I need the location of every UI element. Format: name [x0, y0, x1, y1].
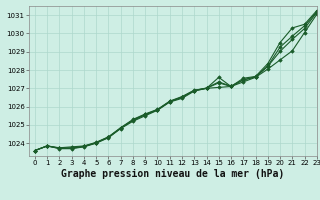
X-axis label: Graphe pression niveau de la mer (hPa): Graphe pression niveau de la mer (hPa): [61, 169, 284, 179]
